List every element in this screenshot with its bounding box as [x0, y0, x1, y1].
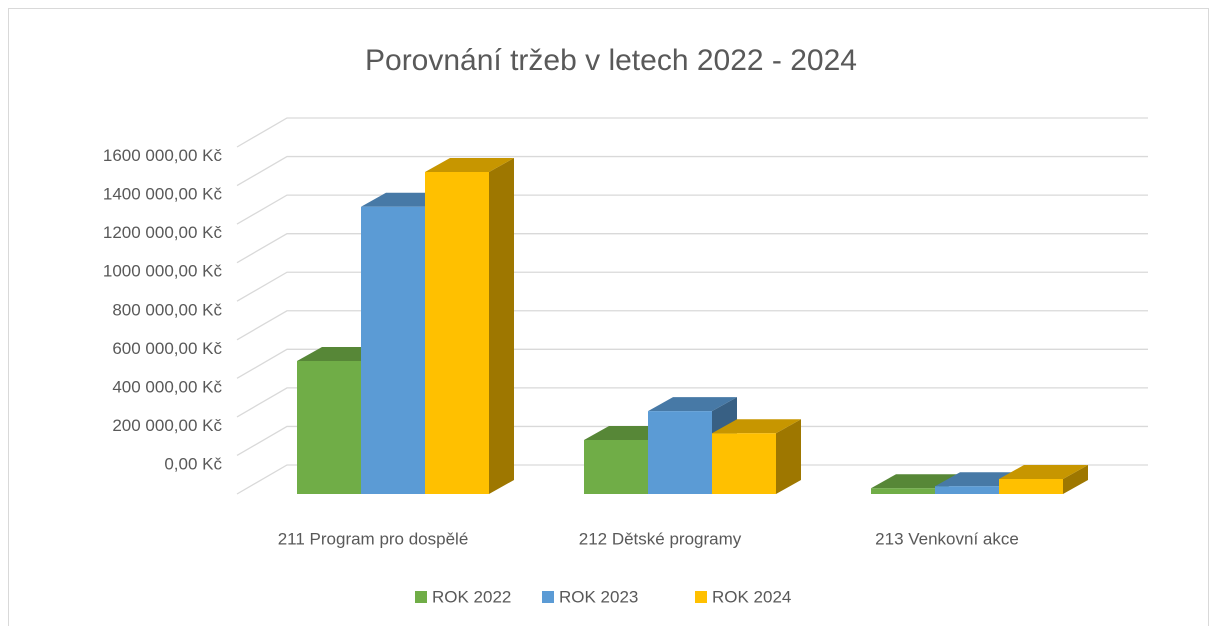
bar-front — [999, 478, 1063, 494]
y-tick-label: 1600 000,00 Kč — [103, 146, 223, 165]
bar-front — [361, 206, 425, 494]
bar — [712, 419, 801, 494]
bar — [425, 158, 514, 495]
bar-front — [425, 172, 489, 495]
y-tick-label: 0,00 Kč — [164, 454, 222, 473]
y-tick-label: 1200 000,00 Kč — [103, 223, 223, 242]
legend-label: ROK 2024 — [712, 587, 791, 606]
legend-swatch — [542, 591, 554, 603]
bar-front — [584, 440, 648, 494]
x-tick-label: 212 Dětské programy — [579, 529, 742, 548]
grid-line — [236, 464, 1148, 495]
grid-line — [236, 425, 1148, 457]
grid-line — [236, 117, 1148, 148]
bar-top — [648, 397, 737, 412]
legend-swatch — [695, 591, 707, 603]
bar-front — [297, 360, 361, 494]
x-tick-label: 213 Venkovní akce — [875, 529, 1019, 548]
bar-front — [712, 433, 776, 494]
y-tick-label: 800 000,00 Kč — [112, 300, 222, 319]
grid-line — [236, 387, 1148, 418]
y-tick-label: 1000 000,00 Kč — [103, 262, 223, 281]
grid-line — [236, 233, 1148, 264]
bar-front — [935, 486, 999, 494]
bar-side — [776, 419, 801, 494]
bar — [999, 464, 1088, 494]
bar-top — [871, 474, 960, 489]
y-tick-label: 1400 000,00 Kč — [103, 185, 223, 204]
bar-front — [871, 488, 935, 494]
legend-label: ROK 2022 — [432, 587, 511, 606]
grid-line — [236, 348, 1148, 379]
chart-title: Porovnání tržeb v letech 2022 - 2024 — [365, 44, 857, 77]
bar-side — [1063, 464, 1088, 494]
legend-label: ROK 2023 — [559, 587, 638, 606]
y-tick-label: 600 000,00 Kč — [112, 339, 222, 358]
y-tick-label: 200 000,00 Kč — [112, 416, 222, 435]
bar-side — [489, 158, 514, 495]
grid-line — [236, 310, 1148, 341]
bar-top — [425, 158, 514, 173]
bar-top — [712, 419, 801, 434]
grid-line — [236, 155, 1148, 187]
x-tick-label: 211 Program pro dospělé — [278, 529, 469, 548]
legend-swatch — [415, 591, 427, 603]
y-tick-label: 400 000,00 Kč — [112, 377, 222, 396]
bar-front — [648, 411, 712, 494]
bar-top — [999, 464, 1088, 479]
grid-line — [236, 271, 1148, 302]
grid-line — [236, 194, 1148, 225]
